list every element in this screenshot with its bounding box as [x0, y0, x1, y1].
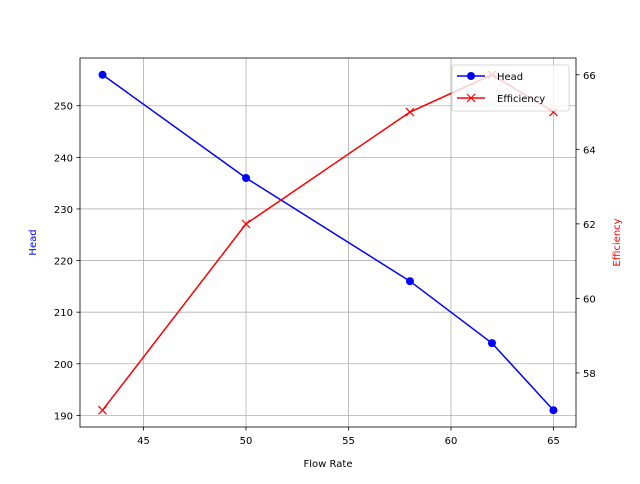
x-axis-label: Flow Rate: [304, 459, 353, 470]
legend-efficiency-marker: [466, 93, 476, 103]
x-tick-label: 55: [342, 436, 355, 447]
x-tick-label: 60: [445, 436, 458, 447]
y-tick-label-right: 64: [583, 145, 596, 156]
legend: Head Efficiency: [451, 64, 570, 112]
series-line-head: [102, 74, 555, 411]
ticks: 45 50 55 60 65 190 200 210 220 230 240 250 58 60 62 64 6…: [54, 71, 596, 447]
data-point-head: [549, 406, 558, 415]
data-point-head: [242, 173, 251, 182]
series-layer: [98, 70, 558, 415]
legend-head-marker: [467, 72, 475, 80]
y-tick-label-right: 60: [583, 294, 596, 305]
y-tick-label-left: 220: [54, 257, 73, 268]
data-point-efficiency: [405, 107, 415, 117]
y-axis-label-right: Efficiency: [612, 218, 623, 266]
y-tick-label-left: 240: [54, 153, 73, 164]
data-point-head: [405, 277, 414, 286]
y-tick-label-left: 190: [54, 411, 73, 422]
y-axis-label-left: Head: [28, 229, 39, 255]
y-tick-label-left: 250: [54, 102, 73, 113]
data-point-efficiency: [98, 405, 107, 415]
x-tick-label: 65: [547, 436, 560, 447]
series-line-efficiency: [101, 73, 554, 411]
y-tick-label-left: 200: [54, 360, 73, 371]
y-tick-label-right: 58: [583, 369, 596, 380]
y-tick-label-right: 62: [583, 220, 596, 231]
data-point-efficiency: [241, 219, 251, 229]
grid: [80, 58, 576, 427]
data-point-head: [487, 339, 496, 348]
x-tick-label: 50: [240, 436, 253, 447]
y-tick-label-right: 66: [583, 71, 596, 82]
plot-frame: [79, 57, 577, 428]
legend-efficiency-label: Efficiency: [497, 94, 545, 105]
y-tick-label-left: 230: [54, 205, 73, 216]
legend-head-label: Head: [497, 72, 523, 83]
y-tick-label-left: 210: [54, 308, 73, 319]
x-tick-label: 45: [137, 436, 150, 447]
data-point-head: [98, 70, 107, 79]
